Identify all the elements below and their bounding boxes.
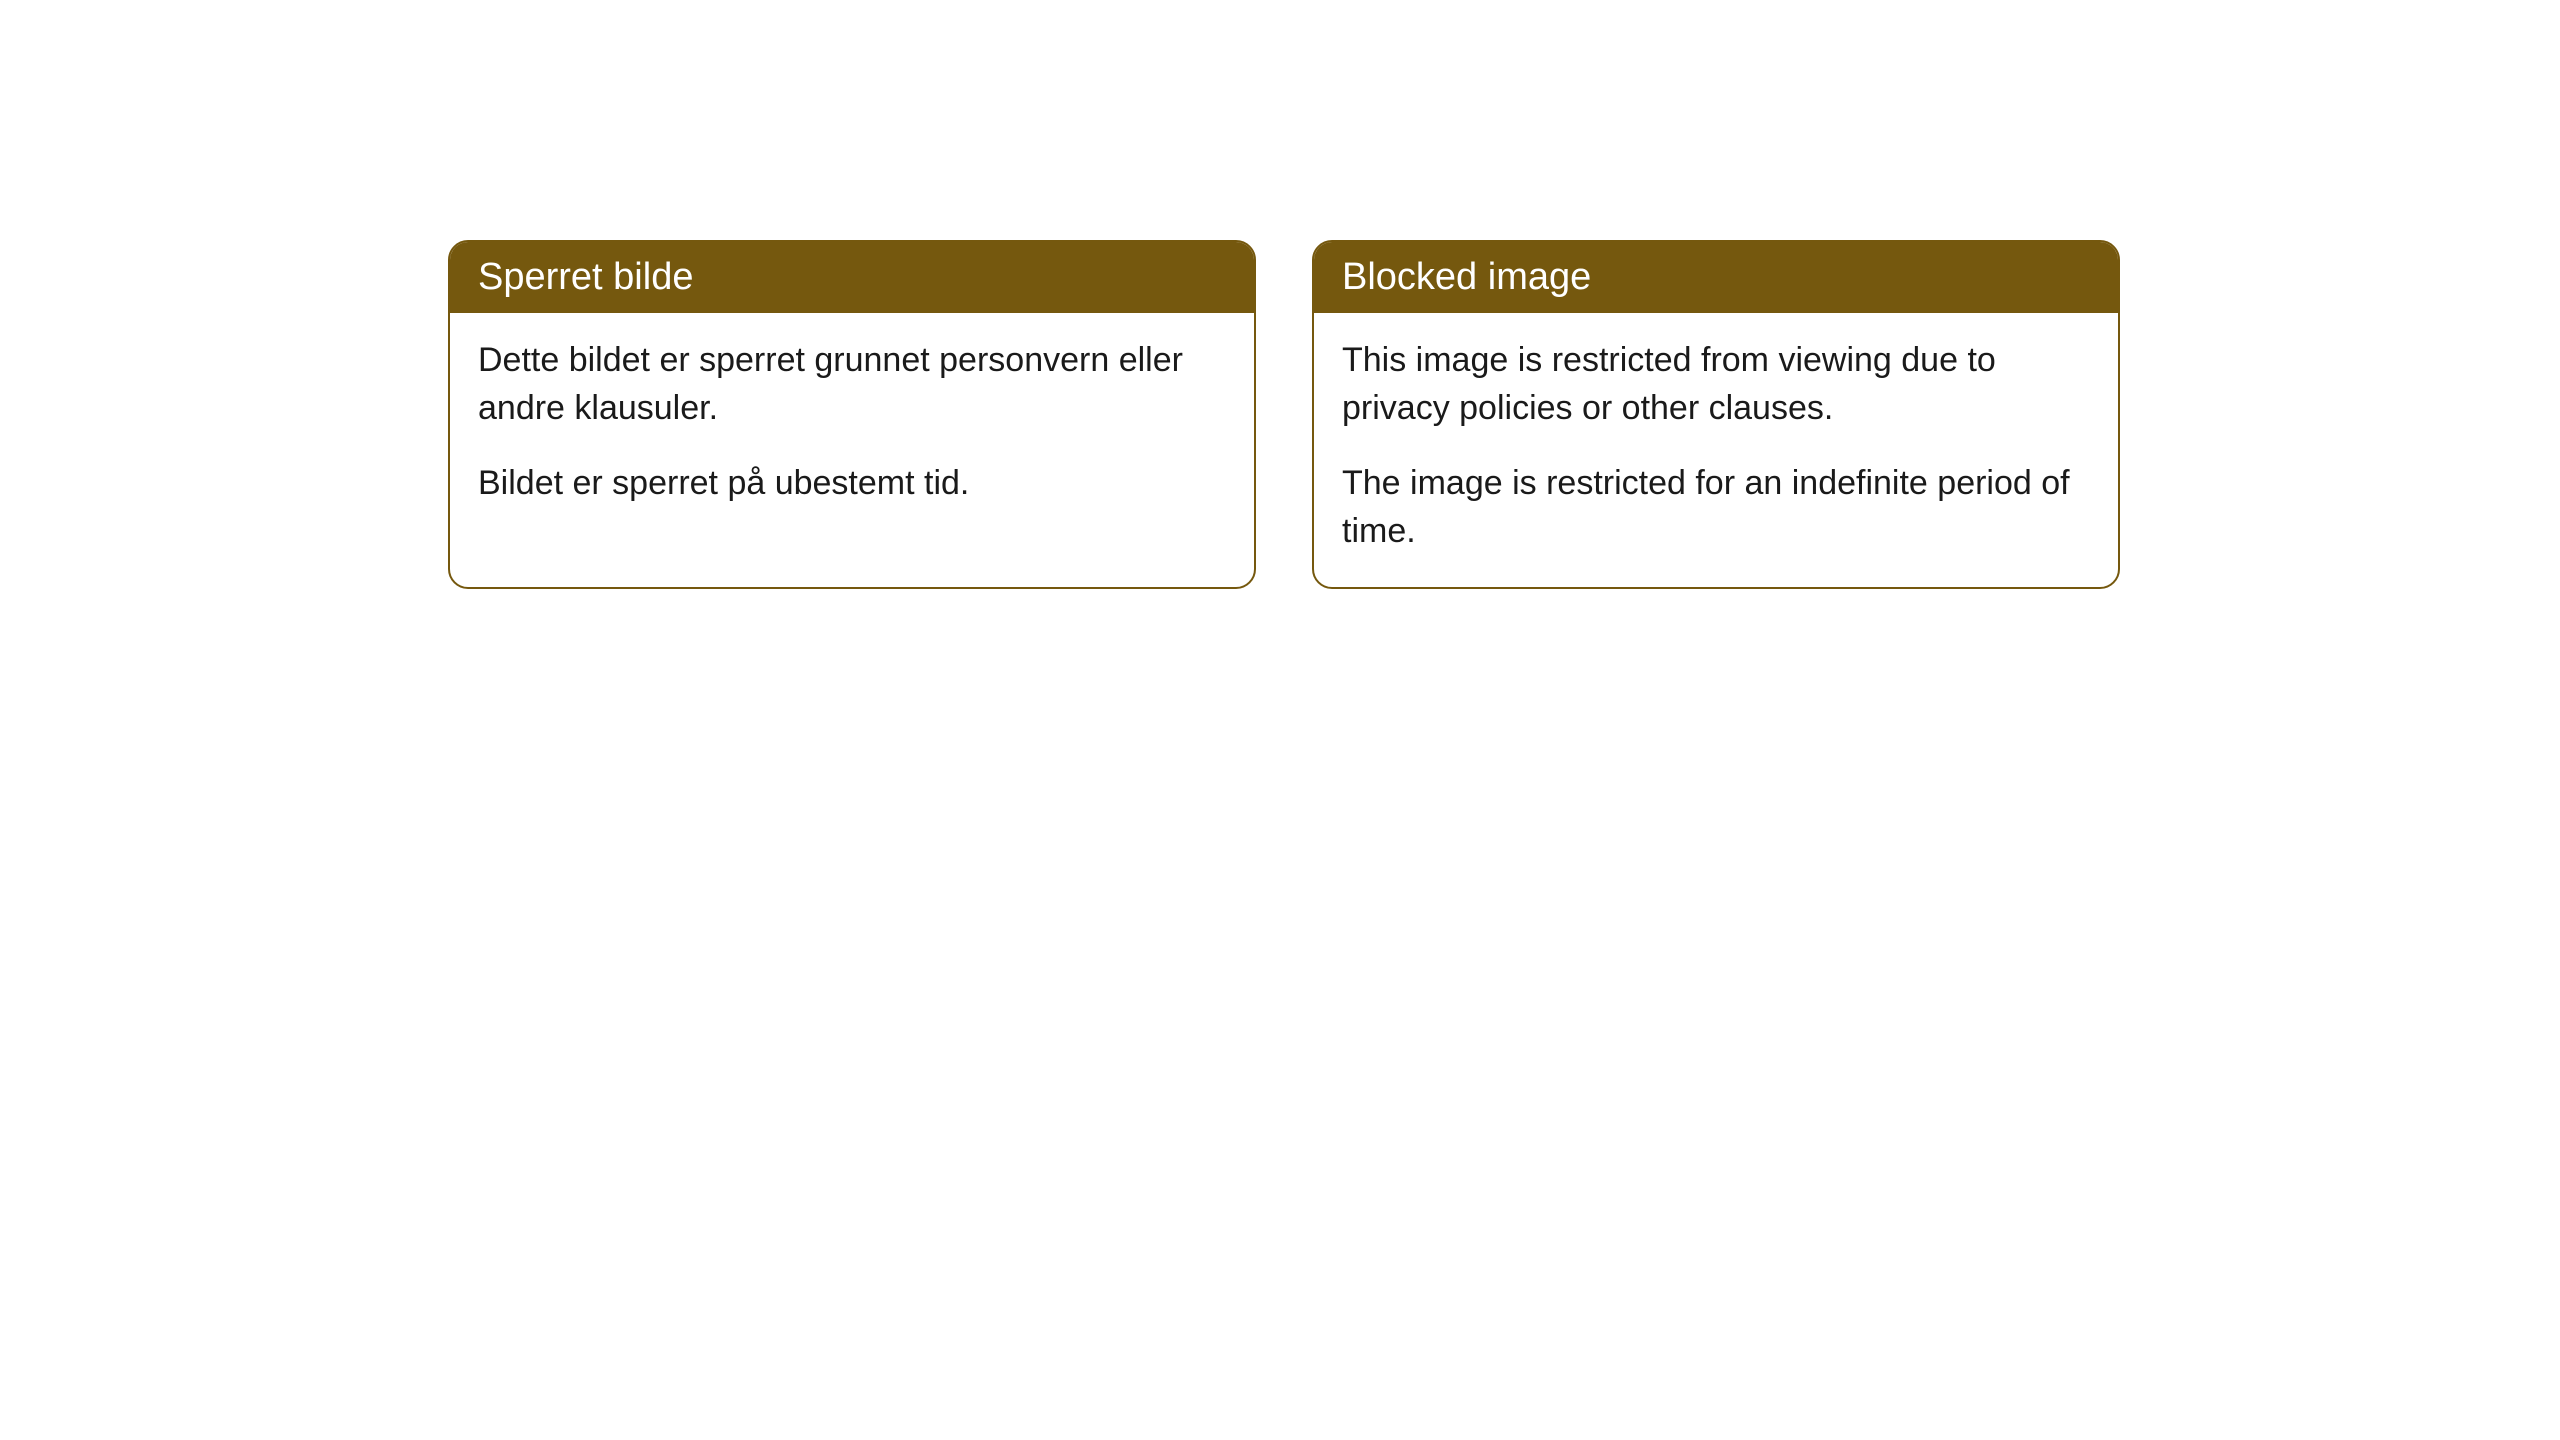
notice-title: Sperret bilde	[478, 256, 693, 298]
notice-paragraph: Bildet er sperret på ubestemt tid.	[478, 460, 1226, 508]
notice-card-english: Blocked image This image is restricted f…	[1312, 240, 2120, 589]
notice-body-norwegian: Dette bildet er sperret grunnet personve…	[450, 313, 1254, 540]
notice-container: Sperret bilde Dette bildet er sperret gr…	[0, 0, 2560, 589]
notice-card-norwegian: Sperret bilde Dette bildet er sperret gr…	[448, 240, 1256, 589]
notice-header-english: Blocked image	[1314, 242, 2118, 313]
notice-header-norwegian: Sperret bilde	[450, 242, 1254, 313]
notice-paragraph: Dette bildet er sperret grunnet personve…	[478, 337, 1226, 432]
notice-paragraph: This image is restricted from viewing du…	[1342, 337, 2090, 432]
notice-paragraph: The image is restricted for an indefinit…	[1342, 460, 2090, 555]
notice-body-english: This image is restricted from viewing du…	[1314, 313, 2118, 587]
notice-title: Blocked image	[1342, 256, 1591, 298]
